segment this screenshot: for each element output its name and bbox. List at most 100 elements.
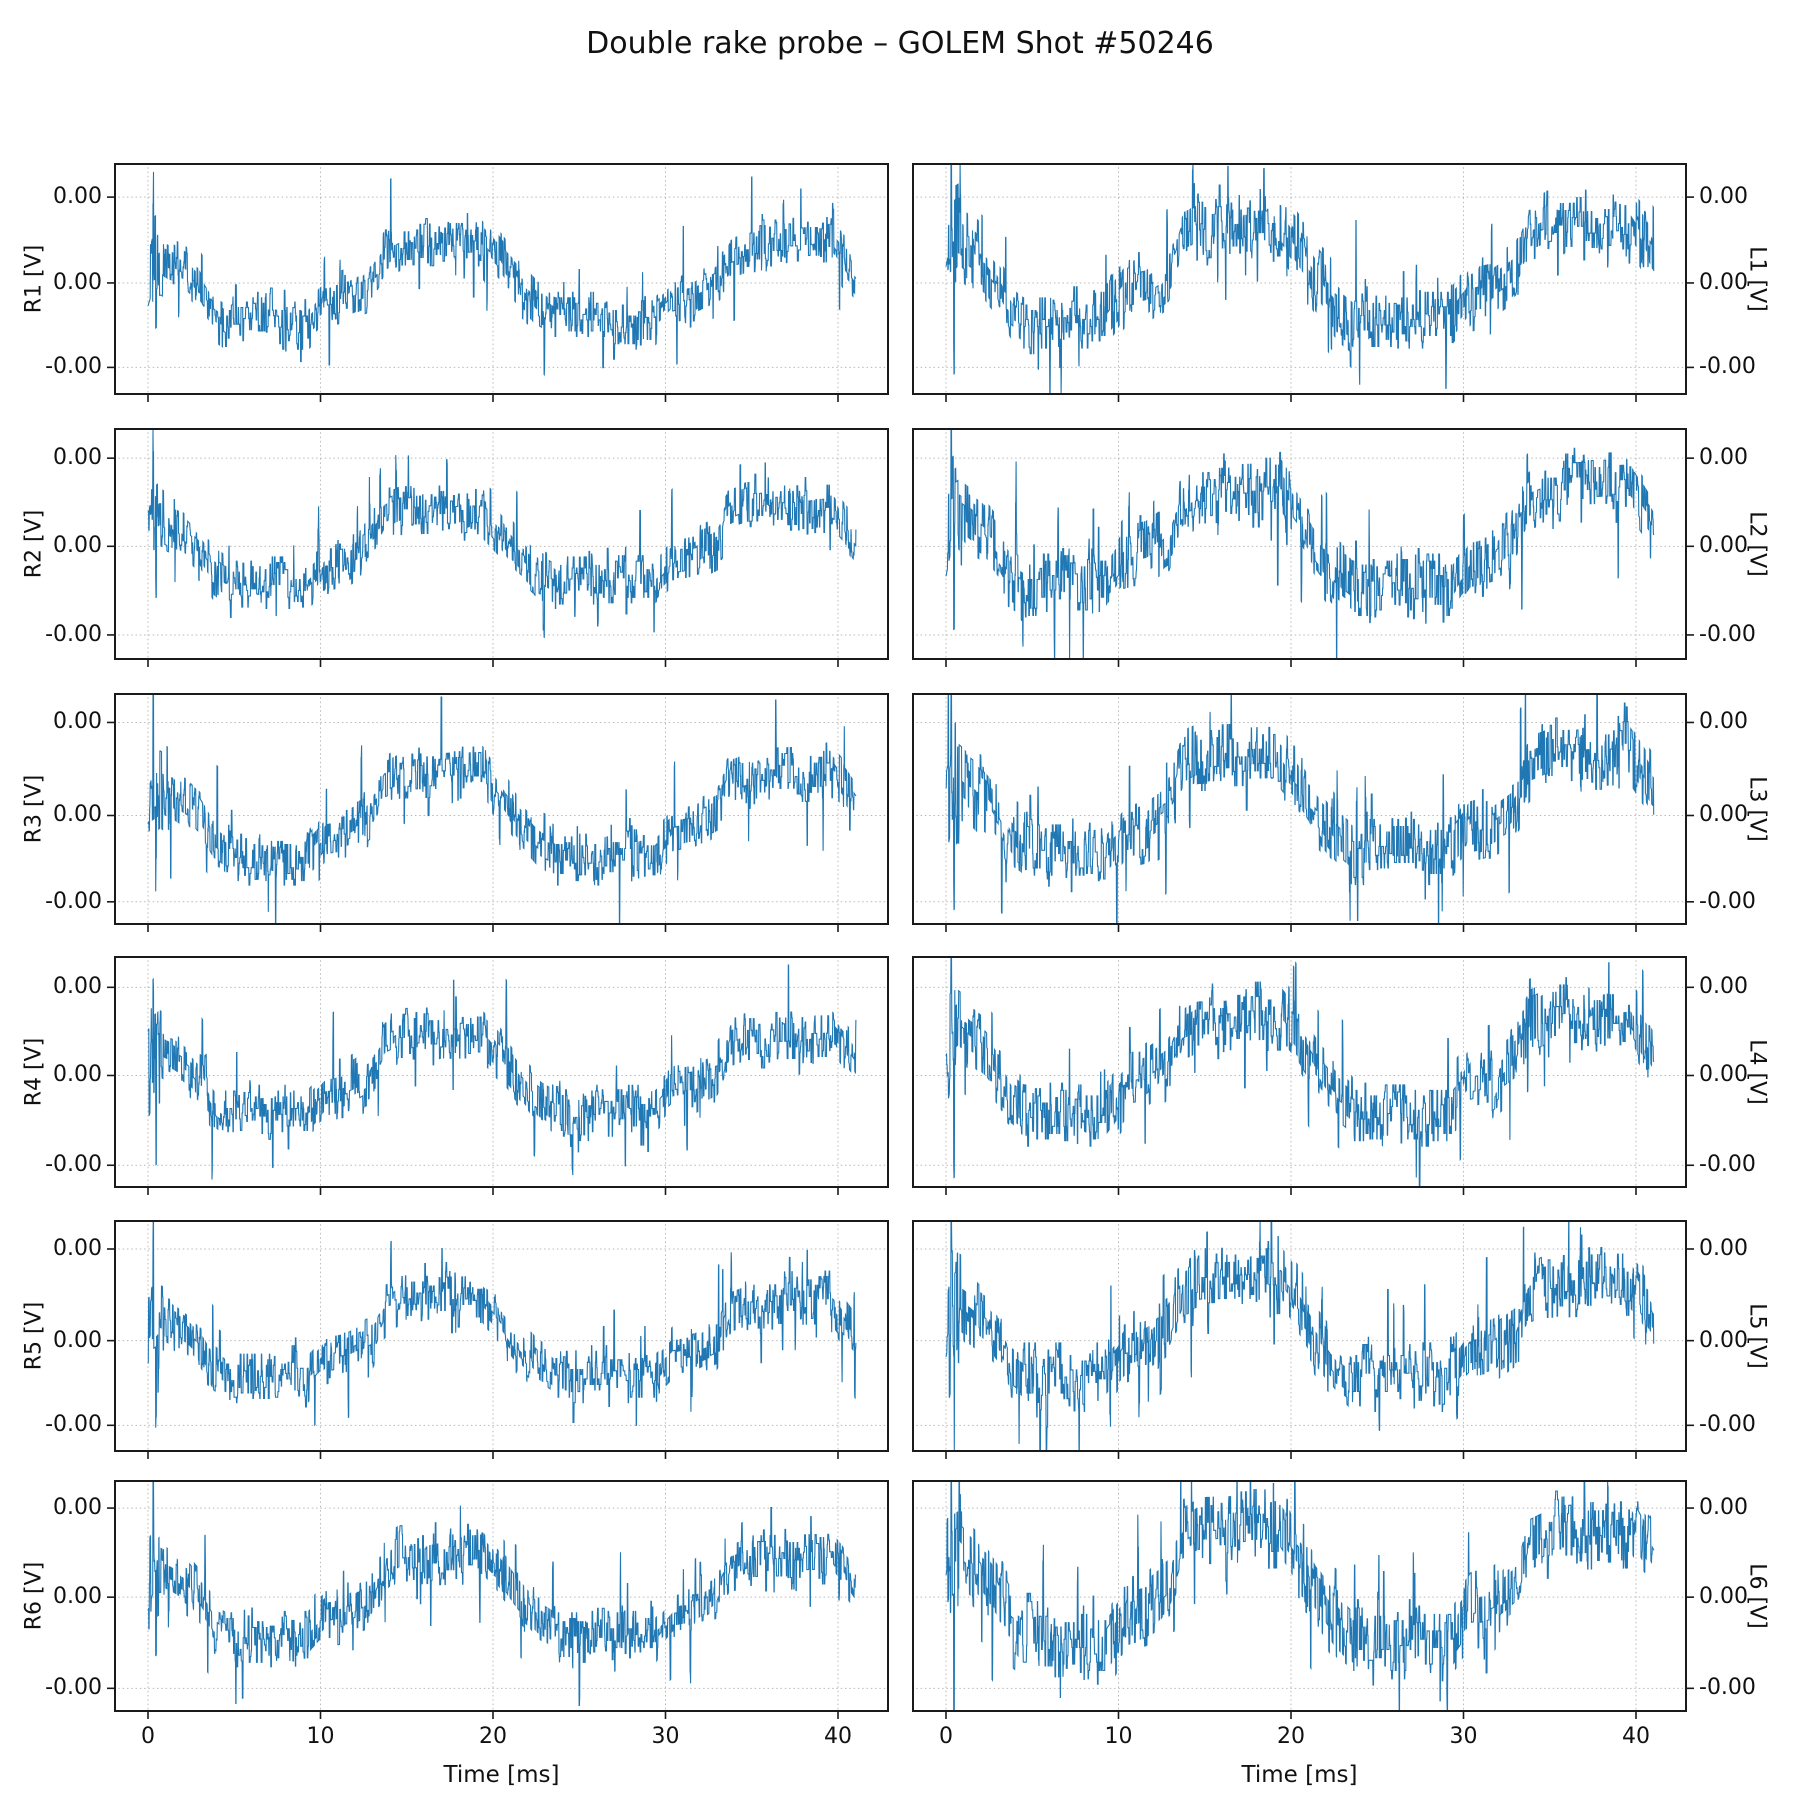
y-tick-label-L2-2: -0.00 — [1699, 621, 1756, 647]
panel-R3: 0.00 0.00 -0.00 R3 [V] — [22, 693, 889, 932]
gridlines — [912, 163, 1687, 395]
y-axis-label-L5: L5 [V] — [1744, 1303, 1770, 1369]
plot-area-R6 — [107, 1480, 889, 1719]
y-tick-label-R2-1: 0.00 — [53, 533, 102, 559]
y-axis-label-R4: R4 [V] — [21, 1037, 47, 1107]
plot-area-L2 — [912, 428, 1694, 667]
gridlines — [114, 1220, 889, 1452]
y-tick-label-R3-1: 0.00 — [53, 802, 102, 828]
y-tick-label-L3-1: 0.00 — [1699, 802, 1748, 828]
trace-R6 — [147, 1480, 857, 1706]
y-tick-label-L4-0: 0.00 — [1699, 974, 1748, 1000]
panel-L6: 0.00 0.00 -0.00 L6 [V] 0 10 20 30 40 Time [ms] — [912, 1480, 1770, 1788]
tick-marks — [107, 457, 839, 667]
y-tick-label-R4-2: -0.00 — [45, 1152, 102, 1178]
y-tick-label-R4-0: 0.00 — [53, 974, 102, 1000]
plot-area-R2 — [107, 428, 889, 667]
plot-area-L5 — [912, 1220, 1694, 1459]
y-tick-label-L3-2: -0.00 — [1699, 888, 1756, 914]
tick-marks — [945, 196, 1694, 402]
plot-area-L1 — [912, 163, 1694, 402]
plot-area-L6 — [912, 1480, 1694, 1719]
y-tick-label-L1-1: 0.00 — [1699, 269, 1748, 295]
gridlines — [114, 1480, 889, 1712]
trace-L4 — [945, 956, 1655, 1188]
y-tick-label-R4-1: 0.00 — [53, 1062, 102, 1088]
y-axis-label-L1: L1 [V] — [1744, 246, 1770, 312]
trace-L6 — [945, 1480, 1655, 1712]
y-tick-label-R6-2: -0.00 — [45, 1675, 102, 1701]
y-tick-label-R1-0: 0.00 — [53, 184, 102, 210]
tick-marks — [945, 986, 1694, 1195]
y-tick-label-R5-1: 0.00 — [53, 1327, 102, 1353]
axes-spine — [114, 693, 889, 925]
y-tick-label-R6-1: 0.00 — [53, 1584, 102, 1610]
tick-marks — [945, 1248, 1694, 1459]
y-axis-label-R3: R3 [V] — [21, 774, 47, 844]
tick-marks — [945, 457, 1694, 667]
axes-spine — [912, 956, 1687, 1188]
y-tick-label-L2-1: 0.00 — [1699, 533, 1748, 559]
y-tick-label-R2-2: -0.00 — [45, 621, 102, 647]
axes-spine — [912, 1220, 1687, 1452]
panel-L4: 0.00 0.00 -0.00 L4 [V] — [912, 956, 1770, 1195]
trace-R1 — [147, 171, 857, 376]
plot-area-R3 — [107, 693, 889, 932]
y-axis-label-L6: L6 [V] — [1744, 1563, 1770, 1629]
y-tick-label-R5-2: -0.00 — [45, 1412, 102, 1438]
y-tick-label-R3-0: 0.00 — [53, 709, 102, 735]
y-axis-label-R6: R6 [V] — [21, 1561, 47, 1631]
x-tick-label-L6-3: 30 — [1449, 1724, 1478, 1749]
trace-R2 — [147, 429, 857, 639]
tick-marks — [945, 1507, 1694, 1719]
y-tick-label-R1-1: 0.00 — [53, 269, 102, 295]
panel-L1: 0.00 0.00 -0.00 L1 [V] — [912, 163, 1770, 402]
axes-spine — [912, 428, 1687, 660]
panel-R1: 0.00 0.00 -0.00 R1 [V] — [22, 163, 889, 402]
axes-spine — [114, 956, 889, 1188]
y-tick-label-R2-0: 0.00 — [53, 445, 102, 471]
trace-R5 — [147, 1220, 857, 1428]
y-tick-label-L1-0: 0.00 — [1699, 184, 1748, 210]
axes-spine — [114, 163, 889, 395]
y-tick-label-L4-1: 0.00 — [1699, 1062, 1748, 1088]
y-tick-label-L1-2: -0.00 — [1699, 354, 1756, 380]
y-tick-label-L6-2: -0.00 — [1699, 1675, 1756, 1701]
y-tick-label-L5-2: -0.00 — [1699, 1412, 1756, 1438]
x-tick-label-R6-1: 10 — [306, 1724, 335, 1749]
panel-L5: 0.00 0.00 -0.00 L5 [V] — [912, 1220, 1770, 1459]
tick-marks — [107, 196, 839, 402]
y-tick-label-L5-0: 0.00 — [1699, 1236, 1748, 1261]
panel-L2: 0.00 0.00 -0.00 L2 [V] — [912, 428, 1770, 667]
y-axis-label-R2: R2 [V] — [21, 509, 47, 579]
trace-L1 — [945, 163, 1655, 395]
y-tick-label-L4-2: -0.00 — [1699, 1152, 1756, 1178]
axes-spine — [114, 1220, 889, 1452]
y-tick-label-L5-1: 0.00 — [1699, 1327, 1748, 1353]
gridlines — [114, 693, 889, 925]
gridlines — [912, 1220, 1687, 1452]
tick-marks — [107, 721, 839, 932]
gridlines — [912, 428, 1687, 660]
plot-area-L3 — [912, 693, 1694, 932]
gridlines — [114, 956, 889, 1188]
trace-R3 — [147, 693, 857, 925]
panel-R5: 0.00 0.00 -0.00 R5 [V] — [22, 1220, 889, 1459]
y-tick-label-R5-0: 0.00 — [53, 1236, 102, 1261]
gridlines — [114, 428, 889, 660]
tick-marks — [107, 986, 839, 1195]
gridlines — [912, 693, 1687, 925]
plot-area-L4 — [912, 956, 1694, 1195]
axes-spine — [114, 1480, 889, 1712]
x-tick-label-R6-3: 30 — [651, 1724, 680, 1749]
y-axis-label-R5: R5 [V] — [21, 1301, 47, 1371]
y-tick-label-L2-0: 0.00 — [1699, 445, 1748, 471]
axes-spine — [912, 1480, 1687, 1712]
axes-spine — [912, 163, 1687, 395]
plot-area-R5 — [107, 1220, 889, 1459]
axes-spine — [114, 428, 889, 660]
trace-L3 — [945, 693, 1655, 925]
tick-marks — [945, 721, 1694, 932]
y-tick-label-R1-2: -0.00 — [45, 354, 102, 380]
